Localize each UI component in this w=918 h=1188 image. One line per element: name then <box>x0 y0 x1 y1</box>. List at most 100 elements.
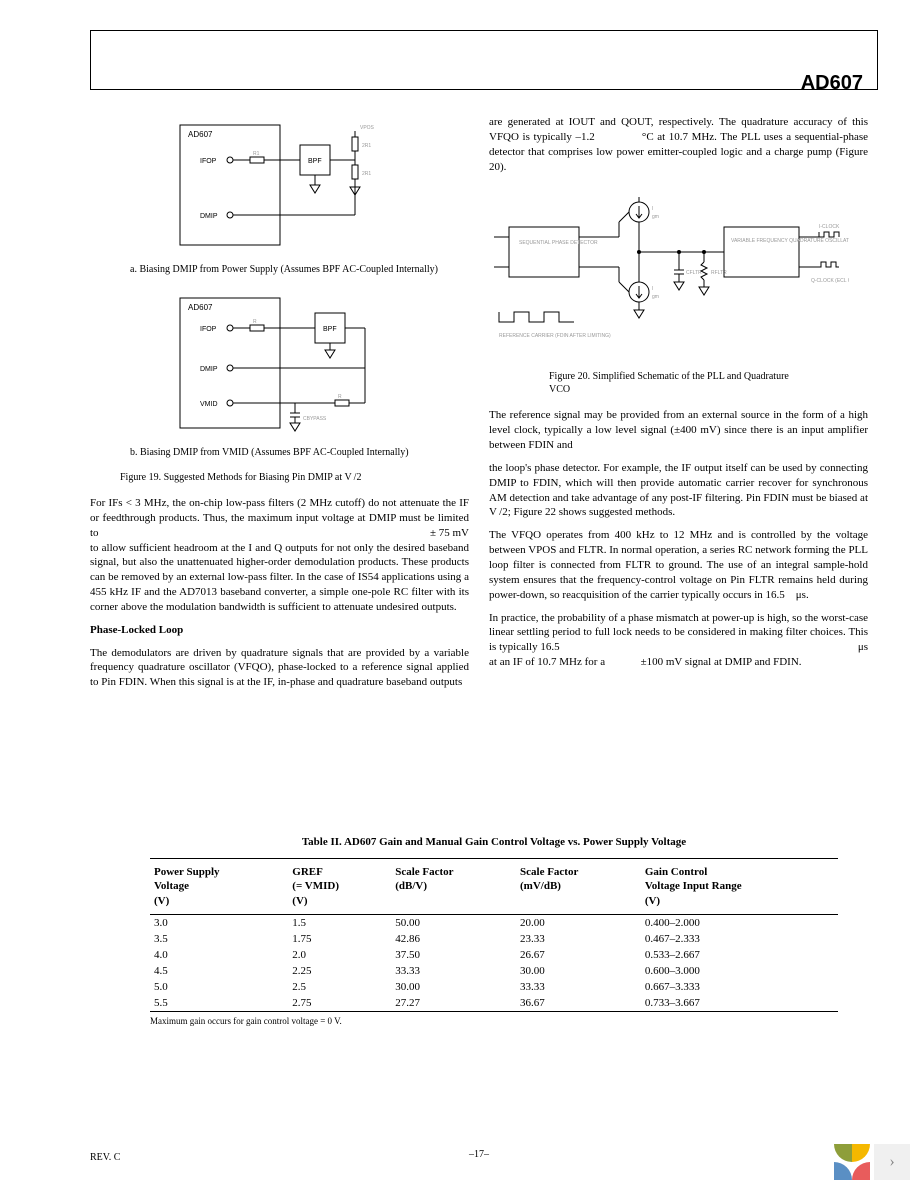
table-cell: 33.33 <box>516 979 641 995</box>
svg-text:R1: R1 <box>253 151 260 157</box>
content-columns: AD607 IFOP R1 BPF VPOS 2R1 <box>90 115 868 698</box>
table-cell: 30.00 <box>391 979 516 995</box>
schematic-a: AD607 IFOP R1 BPF VPOS 2R1 <box>150 115 410 255</box>
table-cell: 33.33 <box>391 963 516 979</box>
page-footer: REV. C –17– <box>90 1149 868 1164</box>
table-title: Table II. AD607 Gain and Manual Gain Con… <box>150 836 838 848</box>
corner-widget[interactable]: › <box>834 1144 910 1180</box>
right-para-3: the loop's phase detector. For example, … <box>489 461 868 520</box>
table-cell: 30.00 <box>516 963 641 979</box>
table-row: 5.52.7527.2736.670.733–3.667 <box>150 995 838 1012</box>
figure-20-caption: Figure 20. Simplified Schematic of the P… <box>549 370 808 396</box>
chip-label-a: AD607 <box>188 130 213 139</box>
caption-a: a. Biasing DMIP from Power Supply (Assum… <box>130 263 449 276</box>
svg-text:AD607: AD607 <box>188 303 213 312</box>
svg-text:IFOP: IFOP <box>200 326 217 333</box>
chevron-right-icon: › <box>889 1153 894 1171</box>
pll-heading: Phase-Locked Loop <box>90 623 469 638</box>
table-section: Table II. AD607 Gain and Manual Gain Con… <box>150 836 838 1026</box>
table-cell: 37.50 <box>391 947 516 963</box>
svg-text:VARIABLE FREQUENCY QUADRATURE: VARIABLE FREQUENCY QUADRATURE OSCILLATOR <box>731 238 849 244</box>
table-row: 4.02.037.5026.670.533–2.667 <box>150 947 838 963</box>
svg-text:I-CLOCK: I-CLOCK <box>819 224 840 230</box>
table-cell: 5.0 <box>150 979 288 995</box>
svg-text:BPF: BPF <box>323 326 337 333</box>
schematic-20: SEQUENTIAL PHASE DETECTOR I gm <box>489 182 849 362</box>
table-col-header: Scale Factor(dB/V) <box>391 859 516 915</box>
svg-text:gm: gm <box>652 294 659 300</box>
table-cell: 2.75 <box>288 995 391 1012</box>
table-footnote: Maximum gain occurs for gain control vol… <box>150 1016 838 1026</box>
table-row: 4.52.2533.3330.000.600–3.000 <box>150 963 838 979</box>
left-para-1: For IFs < 3 MHz, the on-chip low-pass fi… <box>90 496 469 615</box>
left-column: AD607 IFOP R1 BPF VPOS 2R1 <box>90 115 469 698</box>
left-para-2: The demodulators are driven by quadratur… <box>90 646 469 691</box>
svg-text:VMID: VMID <box>200 401 218 408</box>
table-cell: 50.00 <box>391 914 516 931</box>
table-cell: 2.5 <box>288 979 391 995</box>
table-header-row: Power SupplyVoltage(V)GREF(= VMID)(V)Sca… <box>150 859 838 915</box>
svg-text:R: R <box>253 319 257 325</box>
table-col-header: Gain ControlVoltage Input Range(V) <box>641 859 838 915</box>
svg-text:gm: gm <box>652 214 659 220</box>
table-body: 3.01.550.0020.000.400–2.0003.51.7542.862… <box>150 914 838 1011</box>
table-cell: 23.33 <box>516 931 641 947</box>
table-cell: 20.00 <box>516 914 641 931</box>
table-cell: 1.5 <box>288 914 391 931</box>
right-para-2: The reference signal may be provided fro… <box>489 408 868 453</box>
right-para-1: are generated at IOUT and QOUT, respecti… <box>489 115 868 174</box>
table-cell: 2.0 <box>288 947 391 963</box>
revision-label: REV. C <box>90 1152 120 1163</box>
table-row: 3.01.550.0020.000.400–2.000 <box>150 914 838 931</box>
flower-logo-icon <box>834 1144 870 1180</box>
right-para-4: The VFQO operates from 400 kHz to 12 MHz… <box>489 528 868 602</box>
svg-text:I: I <box>652 286 653 292</box>
table-cell: 42.86 <box>391 931 516 947</box>
table-cell: 4.5 <box>150 963 288 979</box>
svg-text:DMIP: DMIP <box>200 366 218 373</box>
table-cell: 0.400–2.000 <box>641 914 838 931</box>
schematic-b: AD607 IFOP R BPF DMIP VMID <box>150 288 410 438</box>
table-col-header: GREF(= VMID)(V) <box>288 859 391 915</box>
caption-b: b. Biasing DMIP from VMID (Assumes BPF A… <box>130 446 449 459</box>
table-cell: 36.67 <box>516 995 641 1012</box>
table-col-header: Power SupplyVoltage(V) <box>150 859 288 915</box>
svg-text:RFLTR: RFLTR <box>711 270 727 276</box>
svg-text:CFLTR: CFLTR <box>686 270 702 276</box>
svg-text:I: I <box>652 206 653 212</box>
right-para-5: In practice, the probability of a phase … <box>489 611 868 670</box>
table-cell: 0.733–3.667 <box>641 995 838 1012</box>
table-cell: 1.75 <box>288 931 391 947</box>
table-cell: 4.0 <box>150 947 288 963</box>
right-column: are generated at IOUT and QOUT, respecti… <box>489 115 868 698</box>
svg-text:2R1: 2R1 <box>362 171 371 177</box>
svg-text:BPF: BPF <box>308 158 322 165</box>
svg-text:Q-CLOCK (ECL OUTPUTS): Q-CLOCK (ECL OUTPUTS) <box>811 278 849 284</box>
table-cell: 5.5 <box>150 995 288 1012</box>
part-number: AD607 <box>801 72 863 95</box>
svg-text:DMIP: DMIP <box>200 213 218 220</box>
table-cell: 0.533–2.667 <box>641 947 838 963</box>
table-cell: 3.0 <box>150 914 288 931</box>
table-row: 5.02.530.0033.330.667–3.333 <box>150 979 838 995</box>
svg-text:IFOP: IFOP <box>200 158 217 165</box>
svg-text:R: R <box>338 394 342 400</box>
table-cell: 27.27 <box>391 995 516 1012</box>
figure-19-caption: Figure 19. Suggested Methods for Biasing… <box>120 471 449 484</box>
svg-text:2R1: 2R1 <box>362 143 371 149</box>
svg-text:VPOS: VPOS <box>360 125 375 131</box>
table-col-header: Scale Factor(mV/dB) <box>516 859 641 915</box>
table-cell: 26.67 <box>516 947 641 963</box>
svg-text:SEQUENTIAL PHASE DETECTOR: SEQUENTIAL PHASE DETECTOR <box>519 240 598 246</box>
next-page-button[interactable]: › <box>874 1144 910 1180</box>
page-number: –17– <box>469 1149 489 1160</box>
table-cell: 0.467–2.333 <box>641 931 838 947</box>
table-cell: 2.25 <box>288 963 391 979</box>
table-row: 3.51.7542.8623.330.467–2.333 <box>150 931 838 947</box>
table-cell: 3.5 <box>150 931 288 947</box>
svg-text:CBYPASS: CBYPASS <box>303 416 327 422</box>
gain-table: Power SupplyVoltage(V)GREF(= VMID)(V)Sca… <box>150 858 838 1012</box>
page-header-border <box>90 30 878 90</box>
svg-text:REFERENCE CARRIER (FDIN AFTER: REFERENCE CARRIER (FDIN AFTER LIMITING) <box>499 333 611 339</box>
table-cell: 0.600–3.000 <box>641 963 838 979</box>
